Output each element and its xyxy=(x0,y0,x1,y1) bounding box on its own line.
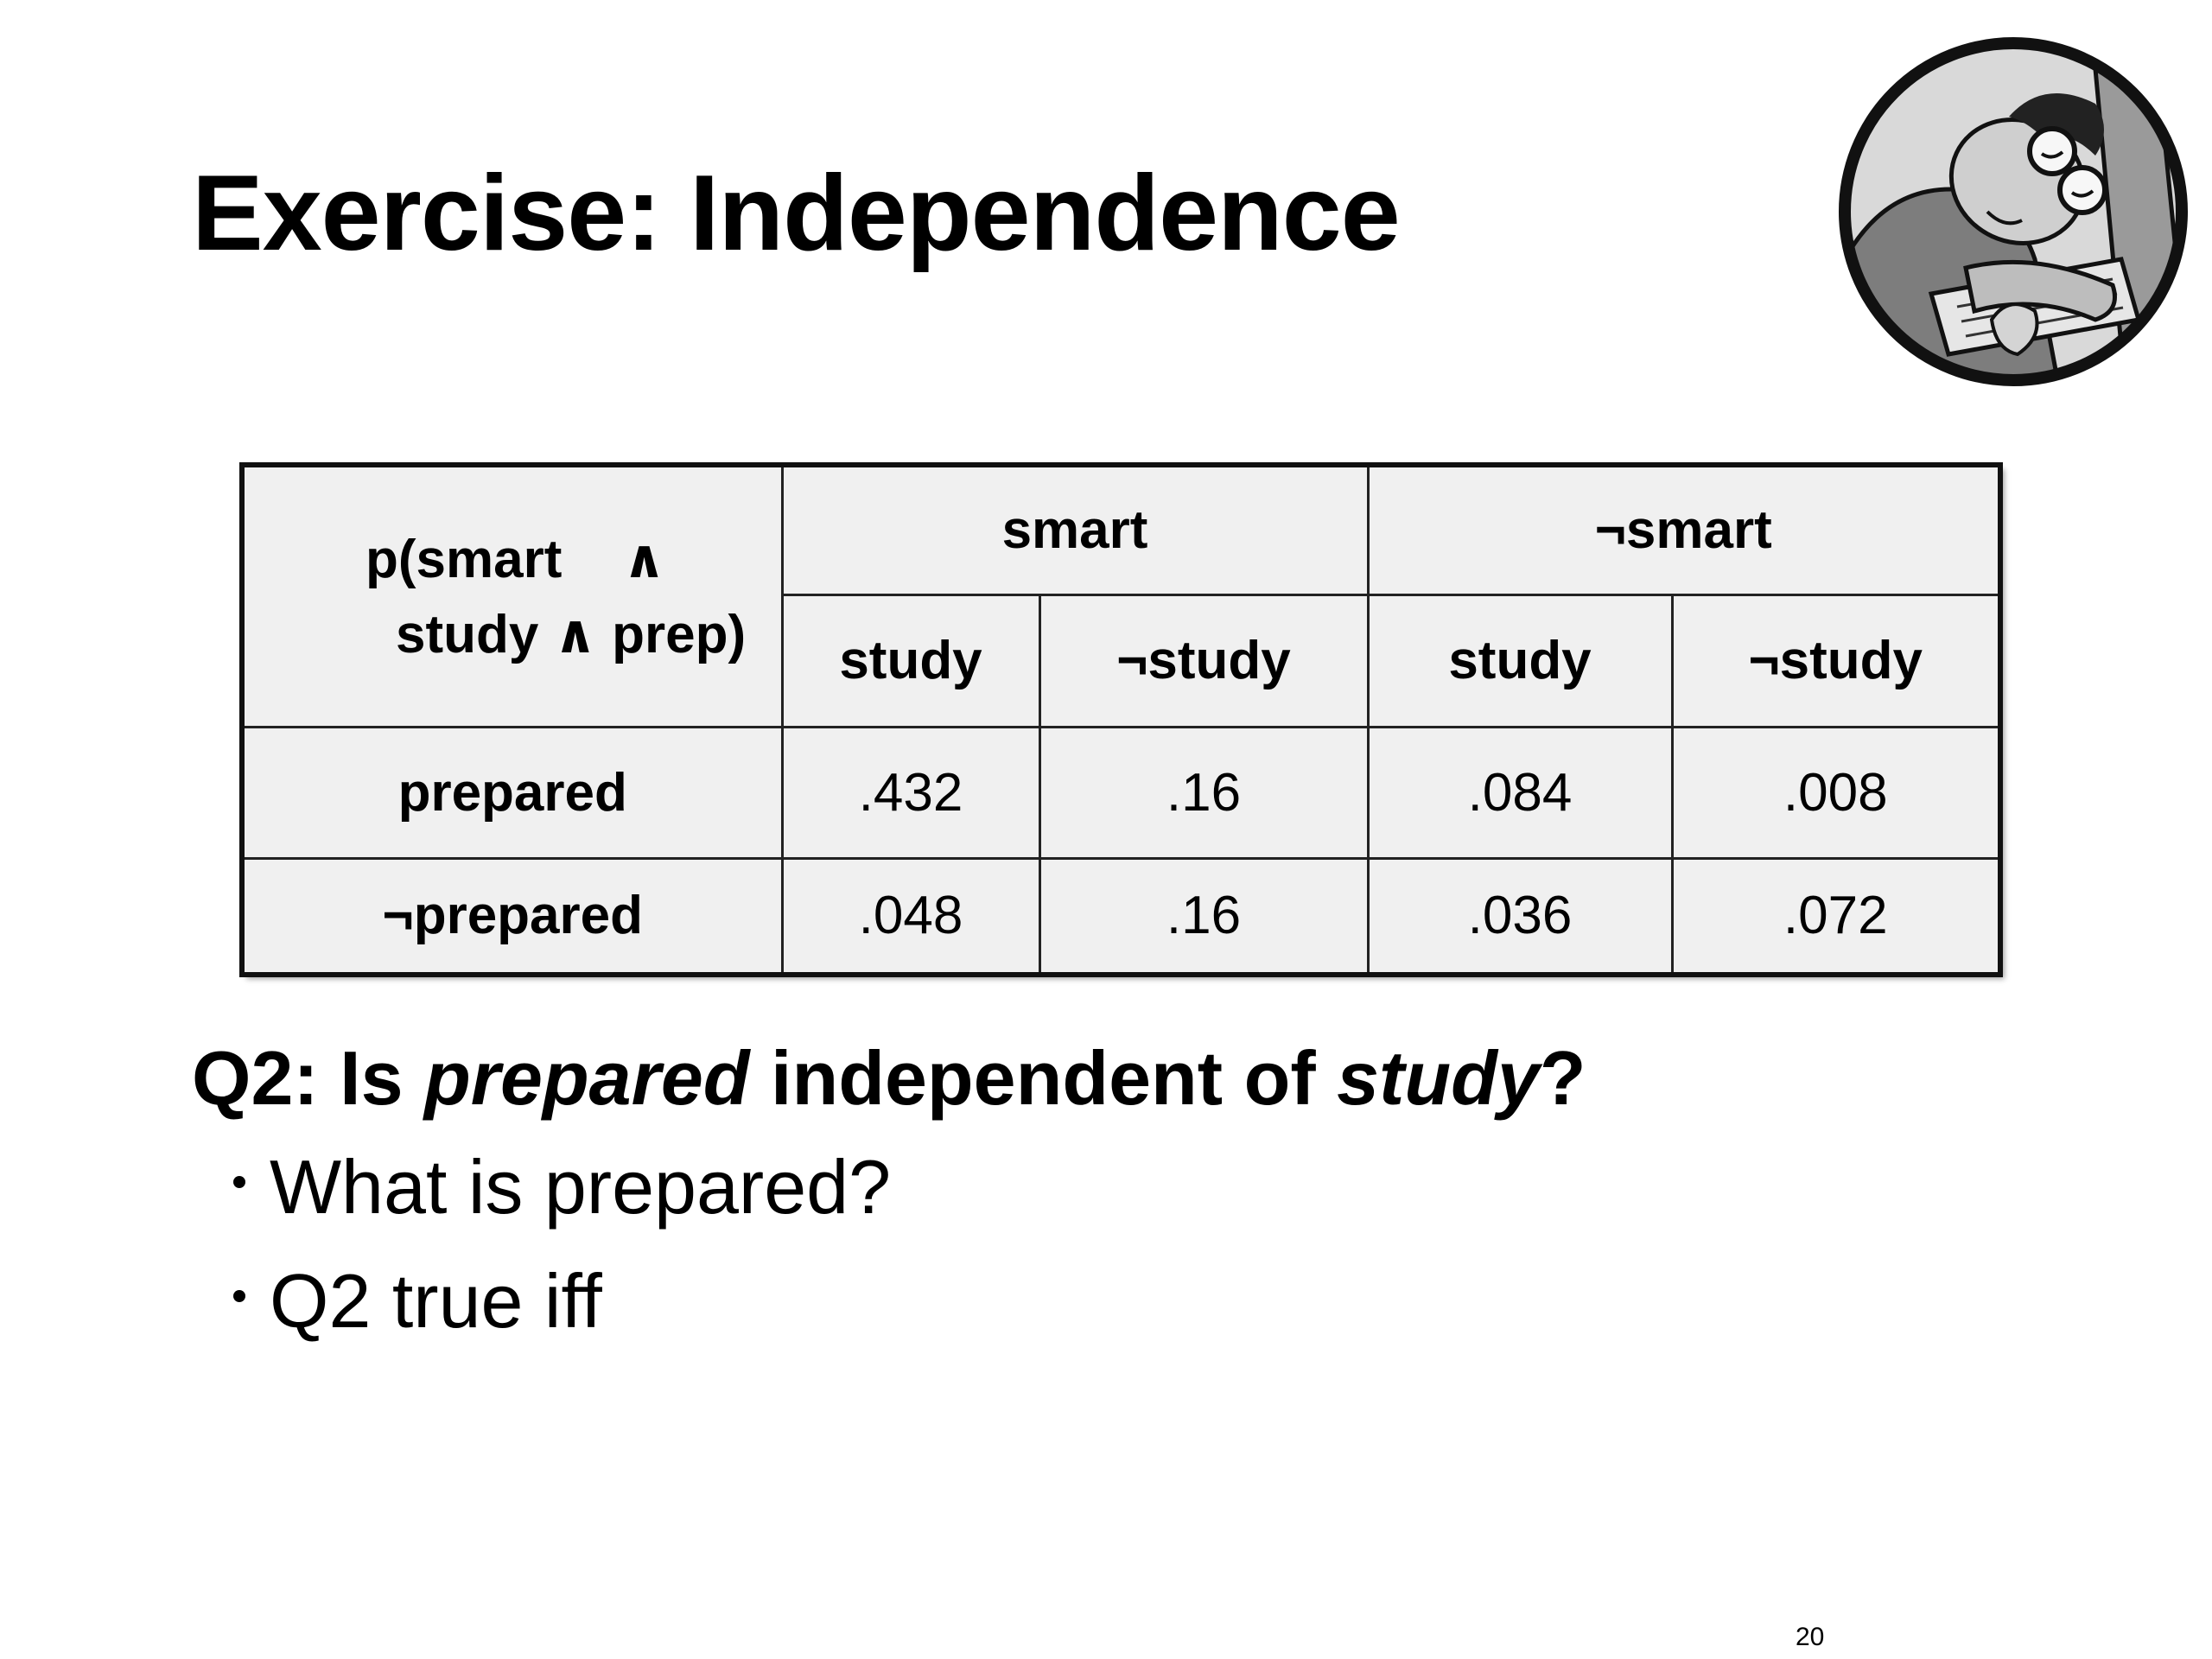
question-suffix: ? xyxy=(1539,1035,1586,1121)
slide-title: Exercise: Independence xyxy=(192,154,1401,273)
corner-header-text: study ∧ prep) xyxy=(396,605,747,665)
row-header: prepared xyxy=(240,725,784,860)
corner-header-text: p(smart xyxy=(365,530,563,590)
table-cell: .048 xyxy=(780,856,1041,976)
table-cell: .008 xyxy=(1670,725,2002,860)
sleeping-student-icon xyxy=(1839,37,2188,386)
column-header: ¬study xyxy=(1670,593,2002,728)
conjunction-symbol: ∧ xyxy=(622,530,666,590)
column-header: study xyxy=(1366,593,1674,728)
table-cell: .16 xyxy=(1038,856,1370,976)
page-number: 20 xyxy=(1796,1623,1825,1651)
bullet-icon xyxy=(233,1176,245,1188)
row-header: ¬prepared xyxy=(240,856,784,976)
table-cell: .036 xyxy=(1366,856,1674,976)
bullet-text: What is prepared? xyxy=(270,1144,892,1230)
list-item: Q2 true iff xyxy=(233,1263,891,1339)
bullet-icon xyxy=(233,1290,245,1302)
column-group-header: ¬smart xyxy=(1366,463,2002,596)
question-term: prepared xyxy=(423,1035,750,1121)
bullet-list: What is prepared? Q2 true iff xyxy=(233,1149,891,1377)
table-row: prepared .432 .16 .084 .008 xyxy=(240,725,2002,860)
column-header: ¬study xyxy=(1038,593,1370,728)
table-cell: .084 xyxy=(1366,725,1674,860)
question-heading: Q2: Is prepared independent of study? xyxy=(192,1035,1586,1121)
table-row: ¬prepared .048 .16 .036 .072 xyxy=(240,856,2002,976)
joint-probability-table: p(smart ∧ study ∧ prep) smart ¬smart stud… xyxy=(239,462,2004,977)
table-cell: .16 xyxy=(1038,725,1370,860)
column-group-header: smart xyxy=(780,463,1370,596)
question-prefix: Q2: Is xyxy=(192,1035,424,1121)
joint-probability-table-wrapper: p(smart ∧ study ∧ prep) smart ¬smart stud… xyxy=(239,462,2004,977)
bullet-text: Q2 true iff xyxy=(270,1258,602,1344)
question-middle: independent of xyxy=(749,1035,1338,1121)
list-item: What is prepared? xyxy=(233,1149,891,1225)
table-cell: .432 xyxy=(780,725,1041,860)
table-cell: .072 xyxy=(1670,856,2002,976)
column-header: study xyxy=(780,593,1041,728)
question-term: study xyxy=(1337,1035,1540,1121)
table-corner-header: p(smart ∧ study ∧ prep) xyxy=(240,463,784,728)
